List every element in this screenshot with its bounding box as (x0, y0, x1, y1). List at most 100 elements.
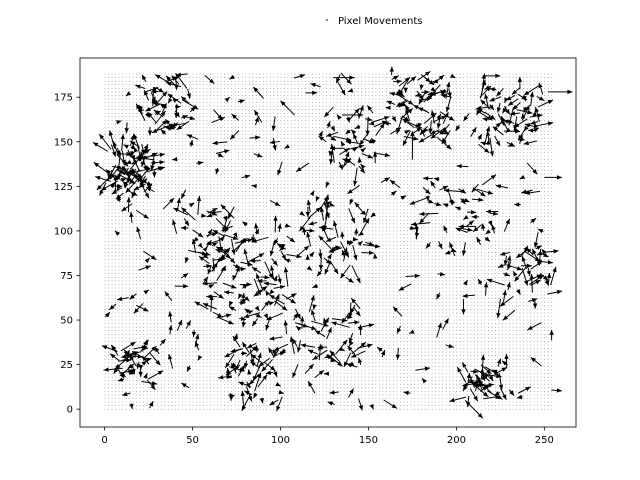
arrow-head (206, 264, 212, 269)
movement-arrow (489, 137, 495, 157)
movement-arrow (484, 126, 491, 145)
movement-arrow (128, 168, 135, 175)
movement-arrow (391, 115, 397, 122)
arrow-head (505, 109, 510, 115)
arrow-head (254, 345, 260, 351)
arrow-head (113, 368, 119, 374)
movement-arrow (254, 305, 260, 312)
movement-arrow (489, 87, 497, 92)
arrow-head (256, 313, 262, 318)
arrow-head (389, 91, 395, 97)
arrow-head (516, 394, 523, 400)
arrow-head (484, 236, 491, 242)
arrow-head (123, 144, 129, 149)
movement-arrow (217, 152, 224, 158)
movement-arrow (406, 75, 417, 85)
movement-arrow (181, 114, 188, 120)
arrow-head (398, 89, 404, 96)
movement-arrow (335, 339, 348, 355)
arrow-head (483, 282, 489, 288)
arrow-head (436, 202, 442, 207)
arrow-head (254, 228, 259, 235)
arrow-head (503, 119, 509, 124)
movement-arrow (329, 260, 339, 275)
arrow-head (259, 398, 264, 404)
arrow-head (317, 270, 322, 277)
arrow-head (145, 265, 151, 270)
arrow-head (245, 382, 251, 389)
arrow-head (242, 238, 248, 244)
movement-arrow (133, 185, 141, 191)
arrow-head (283, 320, 288, 326)
arrow-head (436, 113, 441, 120)
movement-arrow (351, 265, 361, 284)
arrow-head (488, 382, 494, 388)
movement-arrow (309, 190, 315, 197)
movement-arrow (521, 189, 533, 194)
arrow-head (181, 193, 186, 199)
arrow-head (358, 144, 365, 149)
movement-arrow (120, 341, 136, 352)
arrow-head (162, 103, 167, 109)
movement-arrow (185, 115, 196, 121)
arrow-head (197, 242, 203, 249)
movement-arrow (254, 116, 259, 126)
arrow-head (212, 230, 219, 235)
arrow-head (521, 189, 527, 194)
arrow-head (143, 146, 148, 153)
arrow-head (211, 211, 218, 216)
movement-arrow (445, 97, 452, 113)
movement-arrow (139, 175, 146, 186)
arrow-head (449, 242, 454, 248)
movement-arrow (370, 137, 377, 144)
movement-arrow (269, 265, 275, 280)
arrow-head (141, 360, 147, 366)
arrow-head (129, 178, 134, 185)
movement-arrow (223, 290, 234, 295)
movement-arrow (99, 182, 107, 196)
arrow-head (323, 196, 329, 202)
movement-arrow (239, 316, 247, 321)
movement-arrow (337, 81, 346, 96)
arrow-head (403, 390, 409, 396)
arrow-head (484, 148, 490, 153)
movement-arrow (129, 293, 137, 300)
movement-arrow (253, 109, 263, 123)
movement-arrow (480, 99, 491, 110)
movement-arrow (386, 100, 396, 105)
movement-arrow (528, 128, 536, 133)
arrow-head (268, 301, 275, 306)
arrow-head (345, 129, 351, 135)
movement-arrow (408, 329, 415, 335)
movement-arrow (517, 76, 523, 90)
arrow-head (224, 290, 230, 295)
movement-arrow (284, 144, 290, 149)
arrow-head (360, 342, 366, 348)
arrow-head (243, 363, 249, 369)
movement-arrow (260, 275, 270, 280)
movement-arrow (343, 352, 352, 368)
arrow-head (162, 119, 168, 126)
movement-arrow (249, 135, 261, 140)
arrow-head (264, 300, 270, 306)
arrow-head (201, 213, 207, 218)
arrow-head (427, 94, 433, 100)
movement-arrow (358, 105, 364, 119)
arrow-head (292, 372, 297, 378)
movement-arrow (224, 353, 235, 369)
arrow-head (247, 343, 253, 348)
arrow-head (277, 243, 283, 249)
arrow-head (367, 105, 373, 111)
movement-arrow (432, 115, 447, 123)
movement-arrow (471, 214, 480, 220)
arrow-head (347, 345, 353, 351)
arrow-head (143, 373, 148, 379)
arrow-head (330, 357, 336, 363)
movement-arrow (247, 310, 254, 315)
arrow-head (105, 169, 112, 175)
arrow-head (117, 195, 122, 202)
movement-arrow (318, 225, 334, 231)
movement-arrow (280, 100, 295, 116)
movement-arrow (430, 127, 446, 139)
arrow-head (129, 294, 135, 300)
